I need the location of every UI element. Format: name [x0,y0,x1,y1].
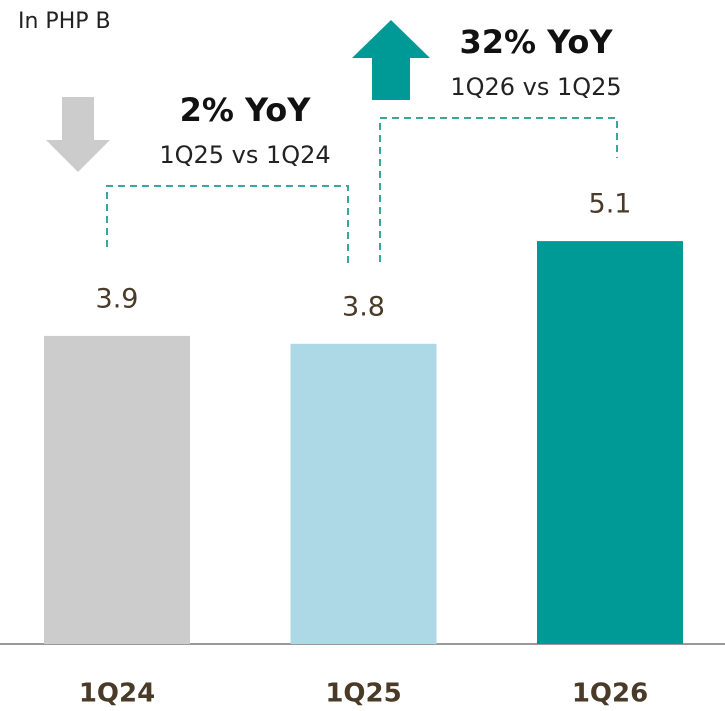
bar [44,335,190,644]
bar [290,343,437,644]
x-tick-label: 1Q24 [79,679,155,709]
change-label: 32% YoY [459,23,613,61]
down-arrow [46,97,110,172]
value-label: 3.9 [96,283,139,314]
unit-label: In PHP B [18,9,111,34]
bar [537,241,683,644]
x-tick-label: 1Q26 [572,679,648,709]
change-note: 1Q25 vs 1Q24 [159,141,330,169]
change-label: 2% YoY [180,91,312,129]
change-note: 1Q26 vs 1Q25 [450,73,621,101]
value-label: 5.1 [589,189,632,220]
value-label: 3.8 [342,291,385,322]
bracket [106,185,349,265]
bracket [379,117,618,262]
up-arrow [352,20,430,100]
x-tick-label: 1Q25 [325,679,401,709]
